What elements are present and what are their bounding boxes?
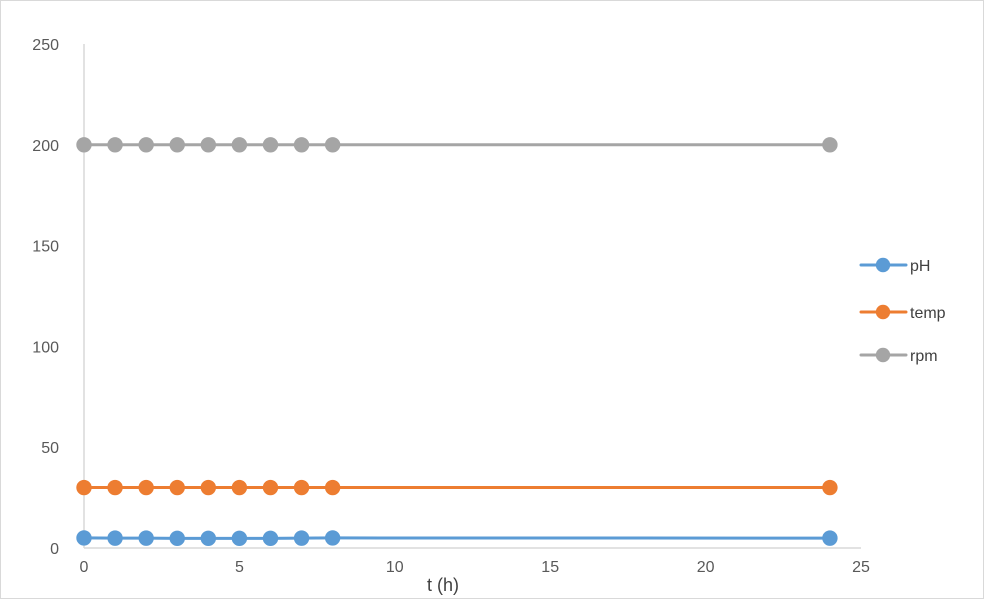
data-point bbox=[139, 531, 153, 545]
y-axis-ticks: 0 50 100 150 200 250 bbox=[32, 37, 59, 558]
data-point bbox=[232, 480, 246, 494]
data-point bbox=[232, 138, 246, 152]
data-point bbox=[294, 531, 308, 545]
data-point bbox=[294, 138, 308, 152]
x-tick-label: 5 bbox=[235, 559, 244, 576]
legend-marker bbox=[876, 348, 890, 362]
y-tick-label: 100 bbox=[32, 339, 59, 356]
legend-item-rpm: rpm bbox=[861, 348, 938, 365]
series-layer bbox=[77, 138, 837, 546]
data-point bbox=[108, 138, 122, 152]
legend-label: pH bbox=[910, 258, 930, 275]
data-point bbox=[77, 531, 91, 545]
x-tick-label: 25 bbox=[852, 559, 870, 576]
data-point bbox=[77, 138, 91, 152]
x-tick-label: 0 bbox=[80, 559, 89, 576]
data-point bbox=[325, 138, 339, 152]
data-point bbox=[823, 138, 837, 152]
x-axis-title: t (h) bbox=[427, 575, 459, 595]
data-point bbox=[823, 531, 837, 545]
series-ph bbox=[77, 531, 837, 546]
data-point bbox=[108, 531, 122, 545]
data-point bbox=[139, 138, 153, 152]
data-point bbox=[201, 531, 215, 545]
legend-marker bbox=[876, 305, 890, 319]
x-tick-label: 20 bbox=[697, 559, 715, 576]
y-tick-label: 150 bbox=[32, 239, 59, 256]
data-point bbox=[294, 480, 308, 494]
x-tick-label: 10 bbox=[386, 559, 404, 576]
data-point bbox=[170, 138, 184, 152]
data-point bbox=[823, 480, 837, 494]
series-rpm bbox=[77, 138, 837, 152]
data-point bbox=[325, 531, 339, 545]
data-point bbox=[325, 480, 339, 494]
data-point bbox=[263, 480, 277, 494]
data-point bbox=[201, 138, 215, 152]
data-point bbox=[170, 531, 184, 545]
data-point bbox=[201, 480, 215, 494]
series-temp bbox=[77, 480, 837, 494]
legend-item-ph: pH bbox=[861, 258, 930, 275]
data-point bbox=[263, 531, 277, 545]
data-point bbox=[139, 480, 153, 494]
data-point bbox=[170, 480, 184, 494]
data-point bbox=[108, 480, 122, 494]
legend-label: temp bbox=[910, 305, 946, 322]
legend-label: rpm bbox=[910, 348, 938, 365]
legend-marker bbox=[876, 258, 890, 272]
legend: pH temp rpm bbox=[861, 258, 946, 365]
legend-item-temp: temp bbox=[861, 305, 946, 322]
data-point bbox=[232, 531, 246, 545]
x-tick-label: 15 bbox=[541, 559, 559, 576]
x-axis-ticks: 0 5 10 15 20 25 bbox=[80, 559, 870, 576]
y-tick-label: 50 bbox=[41, 440, 59, 457]
data-point bbox=[77, 480, 91, 494]
data-point bbox=[263, 138, 277, 152]
y-tick-label: 250 bbox=[32, 37, 59, 54]
y-tick-label: 200 bbox=[32, 138, 59, 155]
y-tick-label: 0 bbox=[50, 541, 59, 558]
